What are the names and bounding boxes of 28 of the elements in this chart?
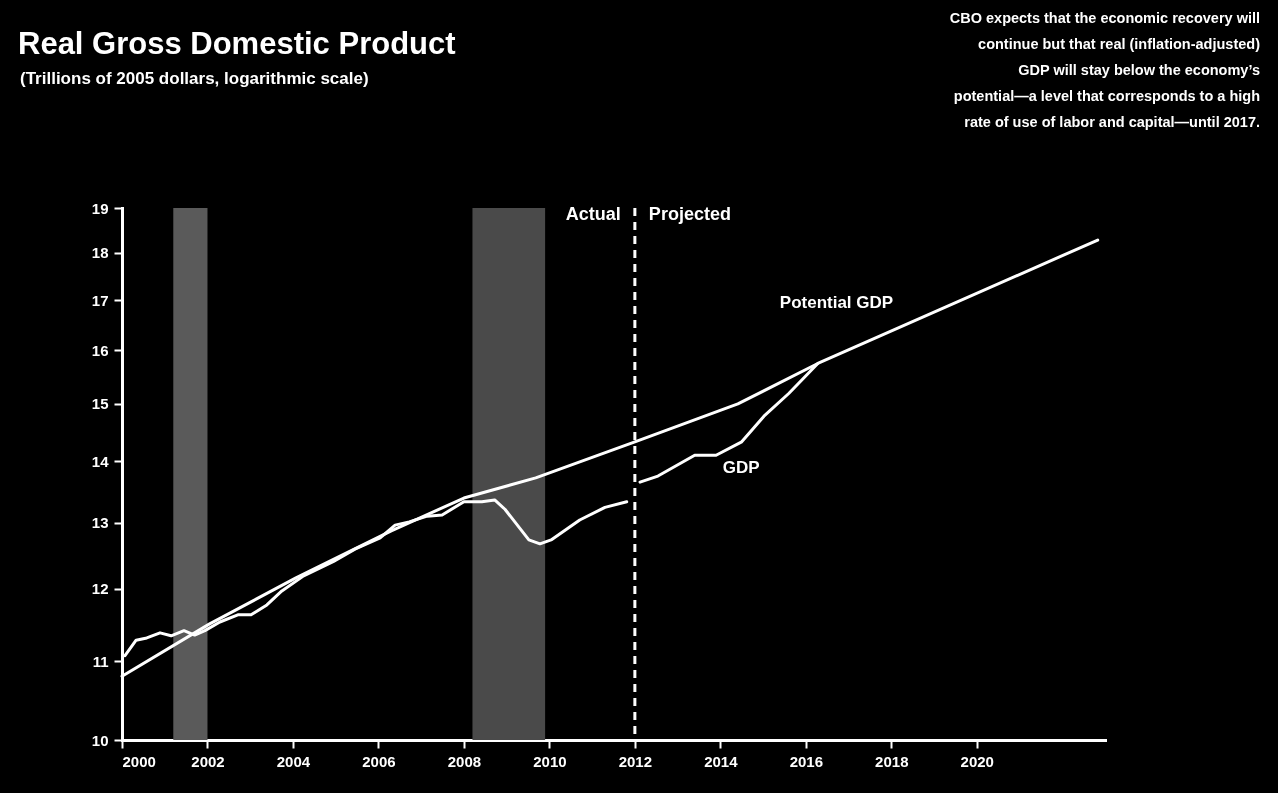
x-tick-label: 2016 [789,752,824,770]
y-tick-label: 15 [91,395,109,413]
x-tick-label: 2014 [704,752,739,770]
y-tick-label: 19 [91,199,109,217]
y-tick-label: 18 [91,244,109,262]
series-label: Potential GDP [779,293,894,313]
chart-subtitle: (Trillions of 2005 dollars, logarithmic scale) [20,69,369,88]
x-tick-label: 2002 [191,752,225,770]
y-tick-label: 13 [91,514,109,532]
y-tick-label: 11 [92,652,109,670]
x-tick-label: 2020 [960,752,994,770]
annotation: Projected [648,204,731,224]
y-tick-label: 17 [91,291,109,309]
y-tick-label: 14 [91,452,110,470]
x-tick-label: 2000 [122,752,156,770]
x-tick-label: 2008 [447,752,482,770]
y-tick-label: 16 [91,341,109,359]
x-tick-label: 2018 [875,752,909,770]
y-tick-label: 10 [91,731,109,749]
x-tick-label: 2006 [362,752,396,770]
x-tick-label: 2012 [618,752,653,770]
y-tick-label: 12 [91,580,109,598]
series-label: GDP [722,457,760,477]
chart-title: Real Gross Domestic Product [18,26,456,61]
x-tick-label: 2004 [276,752,311,770]
x-tick-label: 2010 [533,752,567,770]
annotation: Actual [565,204,621,224]
text: CBO expects that the economic recovery will continue but that real (inflation-adjusted) GDP will stay below the economy’s potential—a level that corresponds to a high rate of use of labor and capital—until 2017. [949,10,1261,130]
